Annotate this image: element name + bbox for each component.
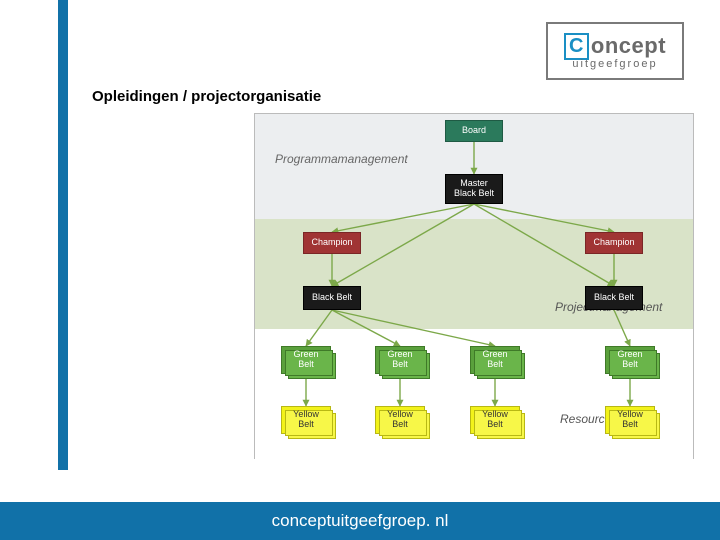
org-node-board: Board	[445, 120, 503, 142]
org-node-bb1: Black Belt	[303, 286, 361, 310]
left-accent-bar	[58, 0, 68, 470]
org-node-yb3: Yellow Belt	[470, 406, 520, 434]
org-node-gb2: Green Belt	[375, 346, 425, 374]
org-node-gb4: Green Belt	[605, 346, 655, 374]
org-node-champ2: Champion	[585, 232, 643, 254]
logo-rest: oncept	[591, 33, 666, 59]
org-node-yb2: Yellow Belt	[375, 406, 425, 434]
footer-text: conceptuitgeefgroep. nl	[272, 511, 449, 531]
org-diagram: ProgrammamanagementProjectmanagementReso…	[254, 113, 694, 459]
org-node-gb3: Green Belt	[470, 346, 520, 374]
logo-subtitle: uitgeefgroep	[572, 58, 657, 70]
band-label: Programmamanagement	[275, 152, 408, 166]
footer-bar: conceptuitgeefgroep. nl	[0, 502, 720, 540]
logo-main: Concept	[564, 33, 666, 60]
org-node-yb4: Yellow Belt	[605, 406, 655, 434]
org-node-champ1: Champion	[303, 232, 361, 254]
brand-logo: Concept uitgeefgroep	[546, 22, 684, 80]
org-node-yb1: Yellow Belt	[281, 406, 331, 434]
org-node-mbb: Master Black Belt	[445, 174, 503, 204]
logo-letter-c: C	[564, 33, 589, 60]
org-node-gb1: Green Belt	[281, 346, 331, 374]
page-title: Opleidingen / projectorganisatie	[92, 88, 321, 105]
org-node-bb2: Black Belt	[585, 286, 643, 310]
